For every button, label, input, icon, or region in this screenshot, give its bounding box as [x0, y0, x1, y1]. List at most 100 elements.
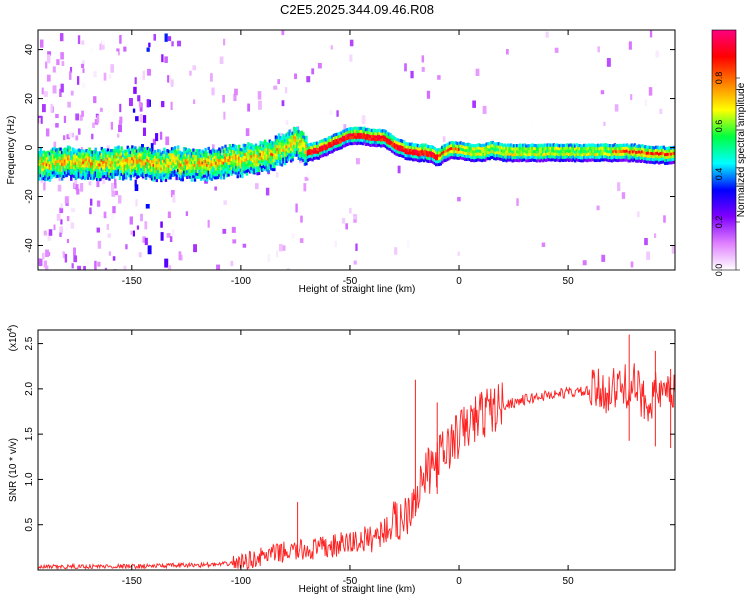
heatmap-cell — [398, 145, 401, 149]
heatmap-cell — [231, 155, 235, 159]
heatmap-cell — [44, 157, 47, 161]
heatmap-cell — [561, 158, 565, 163]
heatmap-cell — [318, 152, 322, 156]
heatmap-cell — [195, 154, 198, 159]
heatmap-cell — [589, 149, 592, 154]
heatmap-cell — [172, 153, 175, 157]
heatmap-cell — [383, 137, 386, 142]
heatmap-cell — [619, 149, 623, 154]
heatmap-cell — [606, 152, 609, 156]
heatmap-cell — [587, 146, 591, 150]
heatmap-cell — [154, 149, 157, 154]
heatmap-cell — [108, 153, 111, 158]
heatmap-cell — [578, 152, 581, 157]
heatmap-cell — [157, 160, 160, 165]
heatmap-cell — [135, 164, 139, 168]
heatmap-cell — [160, 158, 163, 162]
heatmap-cell — [490, 144, 493, 148]
heatmap-cell — [121, 150, 125, 155]
heatmap-cell — [215, 164, 218, 168]
heatmap-cell — [115, 169, 119, 174]
heatmap-cell — [88, 162, 91, 166]
heatmap-cell — [622, 146, 626, 150]
heatmap-cell — [103, 174, 107, 178]
heatmap-cell — [111, 157, 114, 162]
heatmap-cell — [441, 151, 444, 155]
heatmap-cell — [259, 146, 262, 150]
heatmap-cell — [134, 158, 137, 162]
heatmap-cell — [163, 159, 166, 163]
heatmap-cell — [59, 173, 62, 178]
heatmap-cell — [100, 164, 104, 168]
heatmap-cell — [39, 150, 42, 154]
heatmap-cell — [396, 147, 400, 151]
heatmap-cell — [511, 153, 514, 157]
heatmap-cell — [128, 165, 131, 169]
heatmap-cell — [199, 171, 203, 176]
heatmap-cell — [178, 162, 181, 166]
heatmap-cell — [91, 156, 94, 160]
heatmap-cell — [597, 46, 600, 53]
heatmap-cell — [138, 152, 142, 156]
heatmap-cell — [239, 156, 242, 160]
heatmap-cell — [212, 171, 215, 176]
heatmap-cell — [628, 41, 632, 50]
heatmap-cell — [296, 126, 299, 131]
heatmap-cell — [628, 159, 632, 163]
heatmap-cell — [215, 158, 218, 162]
heatmap-cell — [590, 155, 594, 159]
heatmap-cell — [80, 147, 83, 152]
heatmap-cell — [647, 157, 650, 161]
heatmap-cell — [282, 142, 285, 146]
heatmap-cell — [169, 176, 172, 180]
heatmap-cell — [60, 162, 64, 166]
heatmap-cell — [395, 152, 398, 156]
heatmap-cell — [245, 172, 249, 176]
heatmap-cell — [289, 132, 293, 137]
heatmap-cell — [45, 128, 50, 137]
heatmap-cell — [604, 157, 607, 162]
heatmap-cell — [500, 148, 504, 153]
heatmap-cell — [228, 161, 232, 165]
heatmap-cell — [262, 155, 265, 160]
heatmap-cell — [143, 158, 146, 163]
heatmap-cell — [360, 132, 363, 136]
heatmap-cell — [103, 154, 107, 158]
heatmap-cell — [485, 148, 488, 152]
heatmap-cell — [103, 168, 107, 173]
heatmap-cell — [294, 153, 297, 157]
heatmap-cell — [120, 149, 123, 153]
heatmap-cell — [277, 156, 281, 161]
heatmap-cell — [279, 144, 282, 149]
heatmap-cell — [183, 146, 186, 151]
heatmap-cell — [154, 158, 157, 162]
heatmap-cell — [129, 171, 133, 175]
heatmap-cell — [138, 161, 142, 165]
heatmap-cell — [642, 159, 646, 164]
heatmap-cell — [114, 172, 117, 177]
heatmap-cell — [241, 174, 244, 179]
heatmap-cell — [59, 156, 62, 160]
heatmap-cell — [633, 157, 636, 162]
heatmap-cell — [94, 150, 97, 154]
heatmap-cell — [274, 156, 278, 160]
heatmap-cell — [450, 152, 453, 156]
heatmap-cell — [149, 154, 152, 158]
heatmap-cell — [578, 144, 581, 148]
heatmap-cell — [253, 162, 256, 166]
heatmap-cell — [638, 156, 641, 160]
heatmap-cell — [531, 158, 534, 162]
heatmap-cell — [108, 162, 111, 166]
heatmap-cell — [146, 173, 149, 177]
y-tick-label: 20 — [24, 93, 35, 105]
heatmap-cell — [625, 155, 629, 159]
heatmap-cell — [245, 154, 249, 159]
heatmap-cell — [173, 154, 177, 159]
heatmap-cell — [161, 156, 165, 161]
heatmap-cell — [132, 174, 136, 178]
heatmap-cell — [662, 160, 665, 164]
heatmap-cell — [312, 141, 316, 146]
heatmap-cell — [184, 174, 187, 178]
heatmap-cell — [48, 152, 52, 156]
heatmap-cell — [453, 144, 456, 148]
